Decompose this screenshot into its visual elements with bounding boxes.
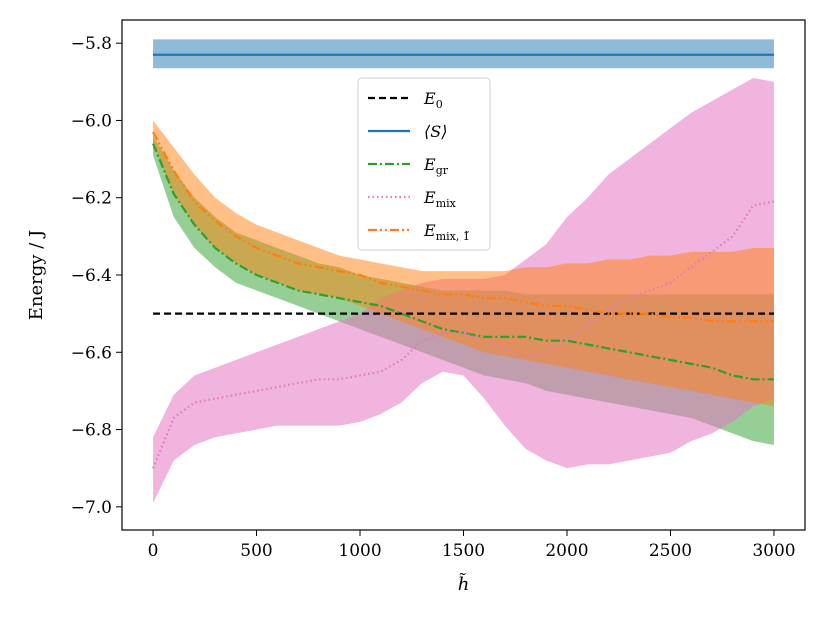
x-axis-label: h̃ [458,572,470,595]
y-tick-label: −6.0 [71,111,112,131]
legend-label: Emix, 1̃ [423,221,470,243]
legend-label: ⟨S⟩ [424,122,447,141]
x-axis-ticks: 0 500 1000 1500 2000 2500 3000 [148,530,796,561]
y-axis-label: Energy / J [26,230,47,320]
y-tick-label: −6.2 [71,189,112,209]
y-tick-label: −7.0 [71,498,112,518]
y-tick-label: −6.8 [71,421,112,441]
line-e-mix-1- [152,131,774,323]
x-tick-label: 1000 [338,541,381,561]
x-tick-label: 2500 [649,541,692,561]
y-tick-label: −6.4 [71,266,112,286]
legend-label: E0 [423,89,443,111]
y-tick-label: −6.6 [71,343,112,363]
line-e-gr [152,143,774,381]
y-axis-ticks: −7.0 −6.8 −6.6 −6.4 −6.2 −6.0 −5.8 [71,34,122,518]
band-e-mix-1- [153,120,774,407]
legend-label: Emix [423,188,457,210]
legend: E0 ⟨S⟩ Egr Emix Emix, 1̃ [357,77,491,251]
x-tick-label: 1500 [442,541,485,561]
y-tick-label: −5.8 [71,34,112,54]
x-tick-label: 0 [148,541,159,561]
legend-label: Egr [423,155,449,177]
uncertainty-bands [153,39,774,503]
x-tick-label: 3000 [752,541,795,561]
x-tick-label: 500 [240,541,272,561]
legend-box [357,77,491,251]
series-lines [152,53,775,469]
x-tick-label: 2000 [545,541,588,561]
line-e-mix [152,200,775,469]
